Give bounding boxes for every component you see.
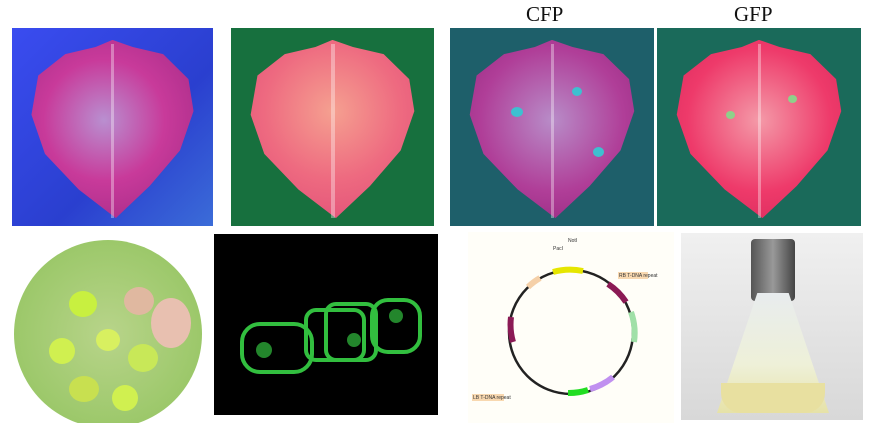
plasmid-map: RB T-DNA repeat LB T-DNA repeat NotI Pac… [468, 232, 674, 423]
noti-label: NotI [568, 238, 577, 244]
flask-culture-photo [681, 233, 863, 420]
gfp-microscopy-image [214, 234, 438, 415]
leaf-photo-gfp [657, 28, 861, 226]
gfp-label: GFP [734, 2, 773, 26]
rb-repeat-label: RB T-DNA repeat [619, 273, 658, 279]
lb-repeat-label: LB T-DNA repeat [473, 395, 511, 401]
leaf-photo-2 [231, 28, 434, 226]
leaf-photo-1 [12, 28, 213, 226]
cell-chain-drawing [240, 298, 422, 374]
petri-dish-photo [10, 234, 206, 423]
cfp-label: CFP [526, 2, 564, 26]
paci-label: PacI [553, 246, 563, 252]
leaf-photo-cfp [450, 28, 654, 226]
